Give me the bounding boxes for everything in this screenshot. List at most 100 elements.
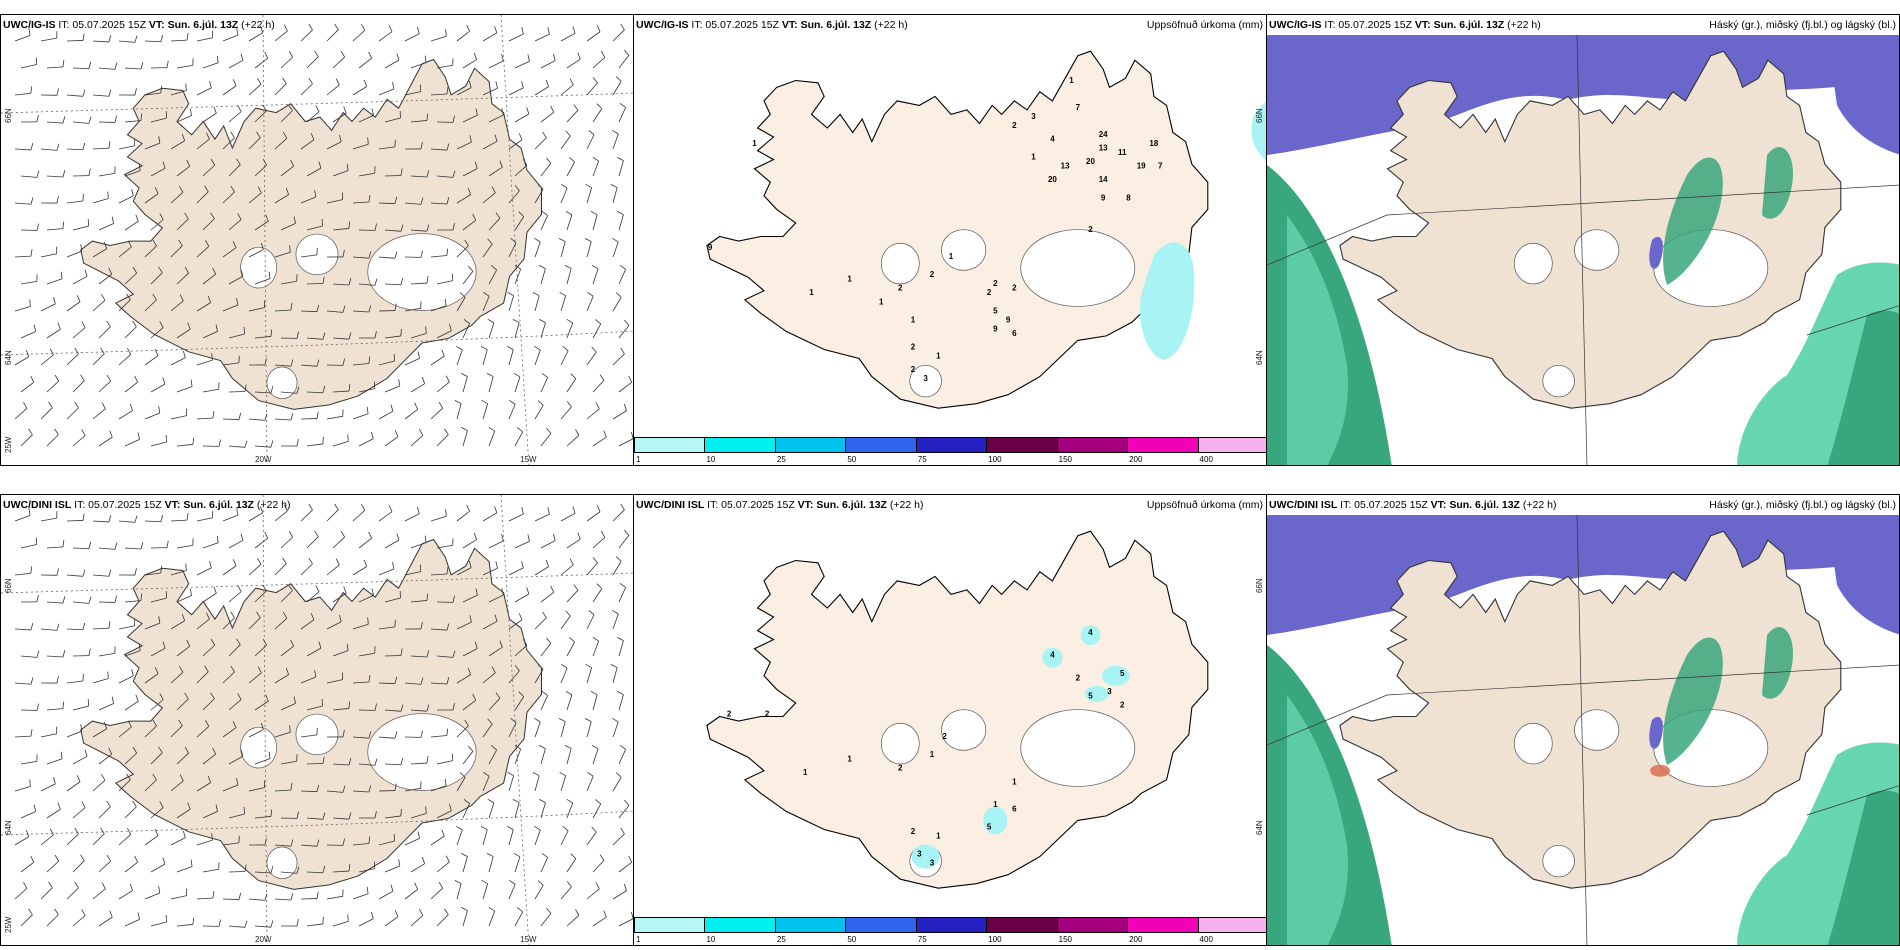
wind-barb — [202, 644, 215, 657]
wind-barb — [315, 105, 320, 112]
precip-value: 5 — [1120, 669, 1125, 678]
wind-barb — [228, 925, 245, 928]
wind-barb — [592, 108, 603, 123]
wind-barb — [144, 412, 160, 420]
wind-barb — [280, 590, 293, 603]
wind-barb — [618, 214, 624, 231]
wind-barb — [586, 351, 597, 366]
wind-barb — [92, 408, 106, 420]
wind-barb — [514, 185, 520, 192]
wind-barb — [322, 865, 326, 873]
lon-label: 15W — [520, 935, 537, 944]
wind-barb — [92, 520, 109, 523]
wind-barb — [108, 747, 113, 755]
precip-value: 1 — [1069, 76, 1074, 85]
precip-value: 3 — [1107, 687, 1112, 696]
wind-barb — [390, 884, 394, 892]
high-cloud — [1827, 515, 1899, 635]
wind-barb — [332, 650, 349, 657]
wind-barb — [586, 408, 600, 420]
wind-barb — [394, 303, 397, 311]
wind-barb — [184, 212, 189, 220]
wind-barb — [228, 275, 244, 285]
wind-barb — [20, 914, 33, 927]
wind-barb — [186, 33, 189, 41]
wind-barb — [612, 667, 618, 684]
wind-barb — [400, 808, 402, 816]
precip-area — [1101, 665, 1130, 686]
colorbar-swatch — [845, 917, 917, 933]
wind-barb — [306, 167, 322, 177]
wind-barb — [186, 513, 189, 521]
wind-barb — [49, 348, 54, 356]
precip-value: 11 — [1118, 148, 1127, 157]
wind-barb — [430, 515, 447, 522]
wind-map — [1, 495, 633, 945]
wind-barb — [592, 588, 603, 603]
wind-barb — [326, 509, 339, 522]
wind-barb — [592, 640, 600, 657]
wind-barb — [332, 592, 347, 603]
wind-barb — [274, 731, 291, 738]
wind-barb — [534, 345, 541, 351]
wind-barb — [314, 530, 319, 537]
iceland-landmass — [1339, 50, 1842, 409]
wind-barb — [348, 384, 351, 392]
wind-barb — [248, 672, 262, 684]
wind-barb — [264, 51, 269, 59]
wind-barb — [378, 256, 395, 259]
wind-barb — [410, 62, 427, 69]
colorbar-label: 10 — [706, 455, 716, 464]
wind-barb — [185, 83, 187, 91]
wind-barb — [36, 114, 39, 122]
wind-barb — [20, 811, 36, 819]
wind-barb — [488, 856, 494, 873]
wind-barb — [573, 104, 579, 111]
wind-barb — [170, 39, 187, 42]
low-cloud — [1287, 695, 1348, 945]
wind-barb — [30, 249, 33, 257]
wind-barb — [534, 241, 541, 258]
wind-barb — [436, 175, 453, 178]
wind-barb — [296, 811, 299, 819]
parallel-line — [1, 330, 633, 356]
wind-barb — [222, 137, 235, 150]
precip-area — [1080, 625, 1101, 646]
wind-barb — [118, 410, 133, 420]
wind-barb — [60, 271, 63, 279]
wind-barb — [326, 29, 339, 42]
wind-barb — [154, 667, 159, 674]
wind-barb — [29, 779, 31, 787]
wind-barb — [374, 278, 378, 286]
panel-header: UWC/DINI ISL IT: 05.07.2025 15Z VT: Sun.… — [3, 499, 291, 511]
wind-barb — [30, 375, 35, 383]
wind-barb — [196, 839, 213, 846]
wind-barb — [289, 245, 291, 253]
wind-barb — [558, 238, 566, 242]
wind-barb — [132, 800, 137, 807]
wind-barb — [282, 557, 287, 564]
wind-barb — [144, 835, 159, 846]
wind-barb — [586, 187, 593, 204]
precip-value: 1 — [803, 768, 808, 777]
cloud-map — [1267, 514, 1899, 945]
wind-barb — [487, 318, 495, 324]
wind-barb — [343, 106, 347, 114]
wind-barb — [410, 383, 425, 393]
wind-barb — [514, 431, 524, 447]
wind-barb — [612, 609, 619, 615]
wind-barb — [514, 744, 521, 750]
colorbar-swatch — [1197, 437, 1266, 453]
wind-barb — [176, 328, 191, 339]
wind-barb — [417, 26, 420, 34]
wind-barb — [565, 610, 571, 617]
wind-barb — [452, 170, 456, 178]
wind-barb — [228, 644, 241, 657]
colorbar-label: 150 — [1058, 455, 1073, 464]
wind-barb — [542, 611, 547, 619]
wind-barb — [176, 924, 193, 927]
wind-barb — [144, 673, 159, 684]
wind-barb — [306, 647, 322, 657]
wind-barb — [540, 913, 552, 927]
wind-barb — [599, 374, 605, 381]
